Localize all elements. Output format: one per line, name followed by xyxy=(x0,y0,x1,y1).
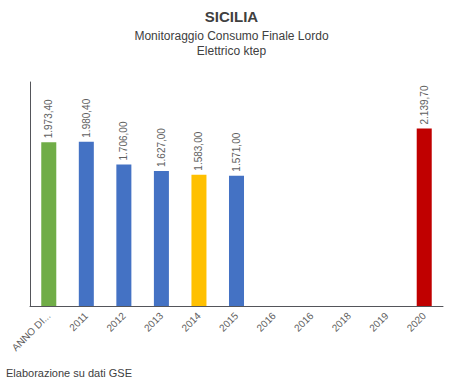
svg-text:2020: 2020 xyxy=(405,310,429,334)
svg-text:2.139,70: 2.139,70 xyxy=(419,85,430,124)
svg-text:2015: 2015 xyxy=(217,310,241,334)
svg-text:1.627,00: 1.627,00 xyxy=(156,128,167,167)
svg-text:2012: 2012 xyxy=(104,310,128,334)
svg-text:Elaborazione su dati GSE: Elaborazione su dati GSE xyxy=(6,367,132,379)
svg-text:1.706,00: 1.706,00 xyxy=(118,121,129,160)
svg-text:1.571,00: 1.571,00 xyxy=(231,132,242,171)
svg-text:Monitoraggio Consumo Finale Lo: Monitoraggio Consumo Finale Lordo xyxy=(134,29,328,43)
svg-text:SICILIA: SICILIA xyxy=(205,8,259,25)
svg-text:2019: 2019 xyxy=(367,310,391,334)
svg-text:2013: 2013 xyxy=(142,310,166,334)
svg-text:2016: 2016 xyxy=(292,310,316,334)
svg-text:2014: 2014 xyxy=(179,310,203,334)
svg-text:Elettrico ktep: Elettrico ktep xyxy=(197,44,267,58)
svg-text:1.980,40: 1.980,40 xyxy=(81,98,92,137)
svg-text:2018: 2018 xyxy=(330,310,354,334)
svg-text:2016: 2016 xyxy=(254,310,278,334)
svg-text:2011: 2011 xyxy=(67,310,90,333)
svg-text:1.973,40: 1.973,40 xyxy=(43,99,54,138)
svg-text:1.583,00: 1.583,00 xyxy=(193,131,204,170)
svg-text:ANNO DI...: ANNO DI... xyxy=(10,310,53,353)
